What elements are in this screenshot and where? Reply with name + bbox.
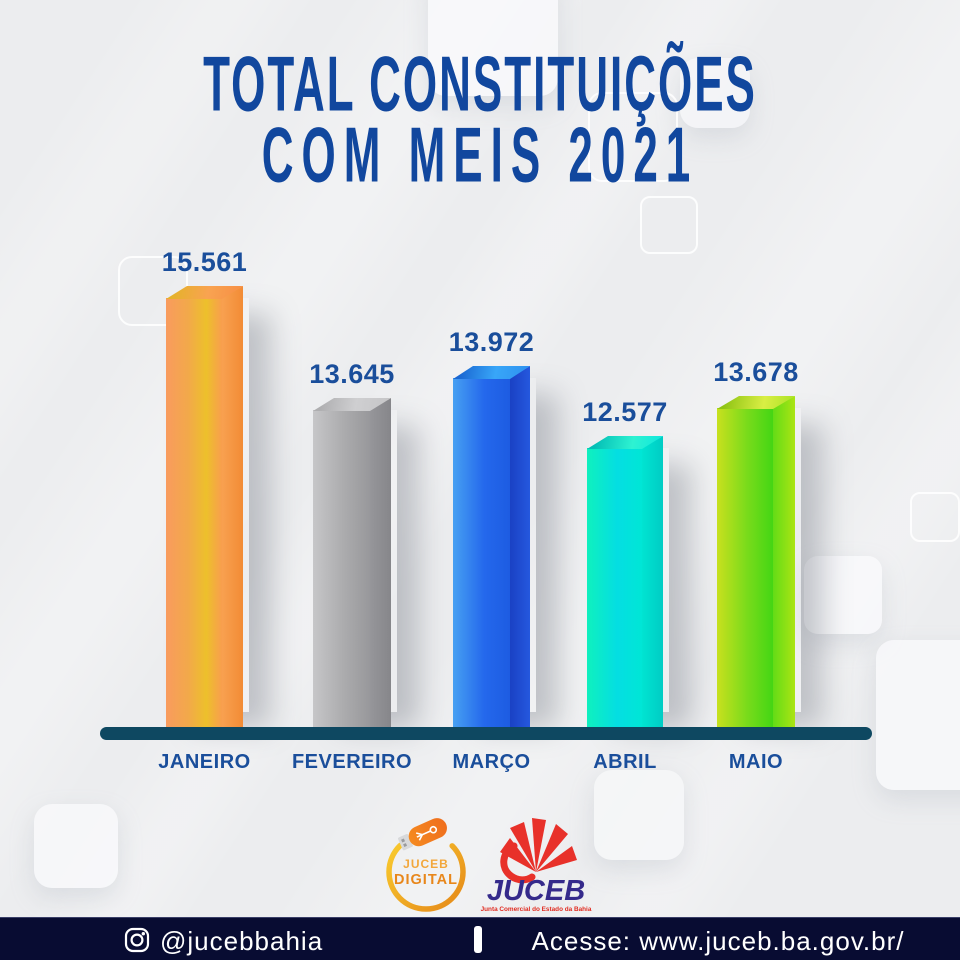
bar-front-face: [313, 410, 370, 736]
juceb-digital-circle: [386, 832, 466, 912]
bar-top-face: [453, 366, 530, 379]
juceb-digital-logo: JUCEB DIGITAL: [386, 818, 466, 912]
bar-front-face: [717, 408, 773, 736]
bar-top-face: [313, 398, 391, 411]
bar-top-face: [717, 396, 795, 409]
juceb-fan-icon: [500, 818, 577, 884]
bar-month-label: MARÇO: [452, 751, 531, 773]
juceb-tagline: Junta Comercial do Estado da Bahia: [481, 906, 592, 913]
footer-bar: @jucebbahia Acesse: www.juceb.ba.gov.br/: [0, 917, 960, 960]
bar-month-label: FEVEREIRO: [291, 751, 413, 773]
bar-front-face: [453, 378, 510, 736]
bar-month-label: JANEIRO: [158, 751, 251, 773]
bar-side-face: [222, 286, 243, 736]
title-line-2: COM MEIS 2021: [261, 112, 699, 200]
bar-value-label: 13.645: [309, 359, 395, 389]
bar-side-face: [510, 366, 530, 736]
bar-side-face: [773, 396, 795, 736]
bar-value-label: 13.678: [713, 357, 799, 387]
bar-side-face: [642, 436, 663, 736]
juceb-digital-line2: DIGITAL: [394, 872, 458, 888]
bar-month-label: ABRIL: [593, 751, 657, 773]
juceb-digital-line1: JUCEB: [403, 857, 449, 871]
instagram-handle: @jucebbahia: [160, 926, 324, 956]
bar-value-label: 13.972: [448, 327, 535, 357]
juceb-wordmark: JUCEB: [487, 875, 585, 907]
bar-value-label: 12.577: [582, 397, 668, 427]
website-url: Acesse: www.juceb.ba.gov.br/: [531, 926, 905, 956]
bar-month-label: MAIO: [728, 751, 784, 773]
bar-front-face: [166, 298, 222, 736]
instagram-icon: [124, 927, 150, 953]
footer-divider: [474, 926, 482, 953]
bar-top-face: [587, 436, 663, 449]
juceb-logo: JUCEB Junta Comercial do Estado da Bahia: [481, 818, 592, 913]
axis-line: [100, 727, 872, 740]
bar-front-face: [587, 448, 642, 736]
logos-row: JUCEB DIGITAL JUCEB Junta Comercial do E…: [0, 812, 960, 917]
usb-drive-icon: [398, 818, 447, 851]
bar-top-face: [166, 286, 243, 299]
bar-side-face: [370, 398, 391, 736]
bar-value-label: 15.561: [161, 247, 248, 277]
